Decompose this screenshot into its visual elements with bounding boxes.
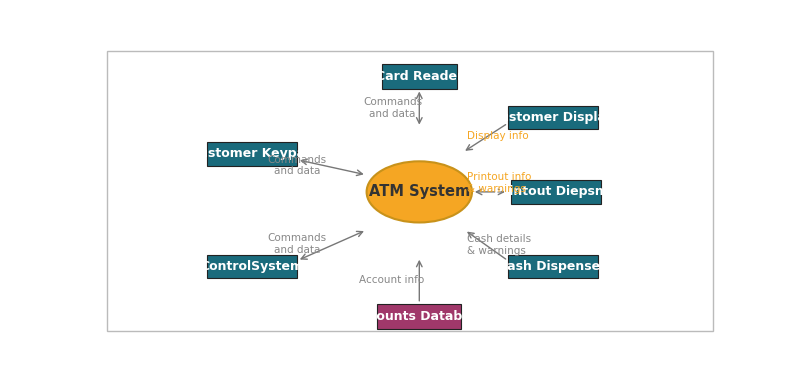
Text: Printout Diepsner: Printout Diepsner xyxy=(494,185,618,198)
Text: Printout info
& warnings: Printout info & warnings xyxy=(467,172,531,194)
Text: Commands
and data: Commands and data xyxy=(267,155,326,176)
Text: Display info: Display info xyxy=(467,131,529,141)
Text: Account info: Account info xyxy=(358,275,424,285)
FancyBboxPatch shape xyxy=(378,304,461,329)
FancyBboxPatch shape xyxy=(207,255,297,278)
FancyBboxPatch shape xyxy=(510,180,601,204)
Text: Customer Display: Customer Display xyxy=(491,111,614,124)
FancyBboxPatch shape xyxy=(508,106,598,129)
FancyBboxPatch shape xyxy=(207,142,297,166)
Ellipse shape xyxy=(366,162,472,222)
Text: Commands
and data: Commands and data xyxy=(267,233,326,255)
Text: Card Reader: Card Reader xyxy=(376,70,463,83)
Text: Cash Dispenser: Cash Dispenser xyxy=(498,260,606,273)
Text: ATM System: ATM System xyxy=(369,184,470,200)
Text: ControlSystem: ControlSystem xyxy=(200,260,303,273)
Text: Cash details
& warnings: Cash details & warnings xyxy=(467,234,531,256)
Text: Accounts Database: Accounts Database xyxy=(352,310,486,323)
FancyBboxPatch shape xyxy=(508,255,598,278)
Text: Customer Keypad: Customer Keypad xyxy=(190,147,314,160)
FancyBboxPatch shape xyxy=(382,64,457,89)
Text: Commands
and data: Commands and data xyxy=(363,97,422,119)
